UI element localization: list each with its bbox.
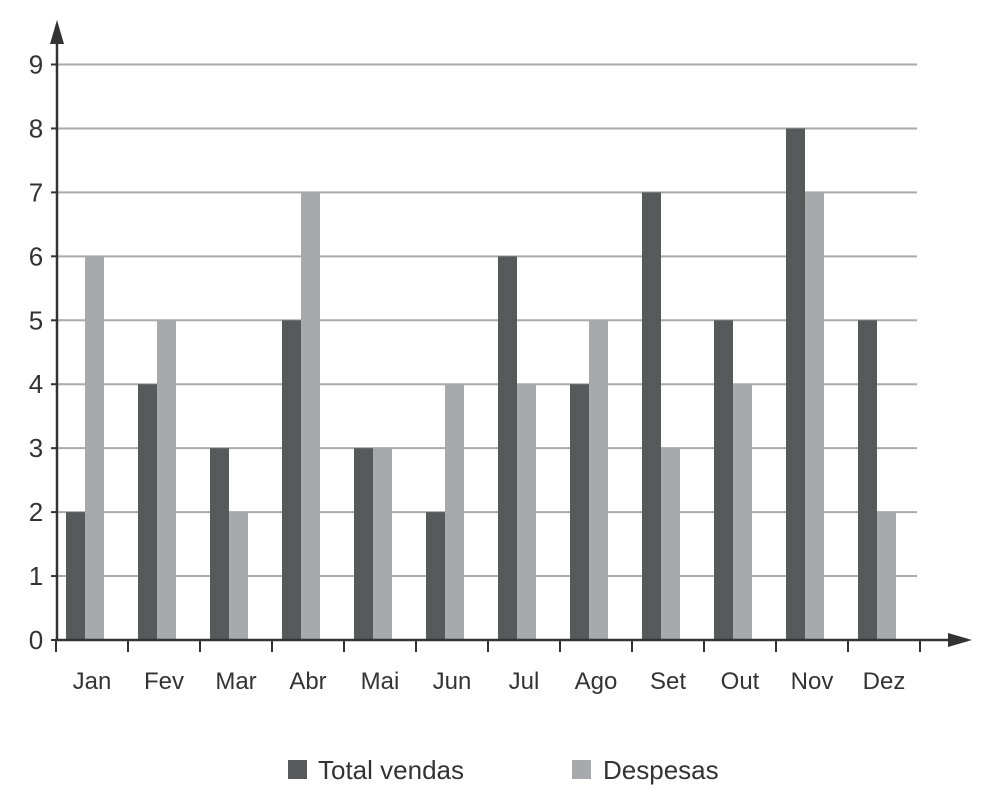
bar-total-vendas-mai <box>354 448 373 640</box>
gridlines <box>57 63 917 578</box>
bar-total-vendas-nov <box>786 128 805 640</box>
x-tick-label-nov: Nov <box>791 668 834 695</box>
y-tick-label: 2 <box>29 497 43 527</box>
bar-total-vendas-abr <box>282 320 301 640</box>
x-tick-label-fev: Fev <box>144 668 184 695</box>
x-tick-label-jan: Jan <box>73 668 112 695</box>
bar-despesas-ago <box>589 320 608 640</box>
y-tick-label: 5 <box>29 305 43 335</box>
legend-swatch-total-vendas <box>288 760 307 779</box>
x-ticks <box>55 640 921 652</box>
bar-despesas-mai <box>373 448 392 640</box>
y-tick-label: 4 <box>29 369 43 399</box>
legend-label-total-vendas: Total vendas <box>318 755 464 785</box>
legend-swatch-despesas <box>572 760 591 779</box>
axes <box>50 20 972 647</box>
x-tick-label-mai: Mai <box>361 668 400 695</box>
y-tick-label: 6 <box>29 241 43 271</box>
bar-total-vendas-ago <box>570 384 589 640</box>
x-tick-label-dez: Dez <box>863 668 906 695</box>
bar-total-vendas-set <box>642 192 661 640</box>
y-tick-label: 7 <box>29 177 43 207</box>
x-tick-label-abr: Abr <box>289 668 326 695</box>
bar-despesas-jul <box>517 384 536 640</box>
y-tick-label: 0 <box>29 625 43 655</box>
x-tick-label-out: Out <box>721 668 760 695</box>
y-tick-label: 1 <box>29 561 43 591</box>
bars <box>66 128 896 640</box>
y-tick-label: 8 <box>29 113 43 143</box>
x-tick-labels: Jan Fev Mar Abr Mai Jun Jul Ago Set Out Nov Dez <box>73 668 906 695</box>
bar-total-vendas-jul <box>498 256 517 640</box>
bar-despesas-fev <box>157 320 176 640</box>
bar-total-vendas-fev <box>138 384 157 640</box>
bar-despesas-out <box>733 384 752 640</box>
bar-total-vendas-dez <box>858 320 877 640</box>
legend: Total vendas Despesas <box>288 755 719 785</box>
x-axis-arrow-icon <box>948 633 972 647</box>
x-tick-label-jul: Jul <box>509 668 540 695</box>
y-tick-label: 9 <box>29 50 43 80</box>
bar-despesas-nov <box>805 192 824 640</box>
x-tick-label-set: Set <box>650 668 686 695</box>
bar-total-vendas-out <box>714 320 733 640</box>
bar-despesas-jan <box>85 256 104 640</box>
y-axis-arrow-icon <box>50 20 64 44</box>
x-tick-label-ago: Ago <box>575 668 618 695</box>
bar-despesas-jun <box>445 384 464 640</box>
x-tick-label-mar: Mar <box>215 668 256 695</box>
bar-despesas-dez <box>877 512 896 640</box>
bar-despesas-mar <box>229 512 248 640</box>
bar-total-vendas-mar <box>210 448 229 640</box>
y-tick-labels: 0 1 2 3 4 5 6 7 8 9 <box>29 50 57 655</box>
bar-total-vendas-jun <box>426 512 445 640</box>
legend-label-despesas: Despesas <box>603 755 719 785</box>
x-tick-label-jun: Jun <box>433 668 472 695</box>
bar-total-vendas-jan <box>66 512 85 640</box>
bar-despesas-set <box>661 448 680 640</box>
y-tick-label: 3 <box>29 433 43 463</box>
bar-despesas-abr <box>301 192 320 640</box>
